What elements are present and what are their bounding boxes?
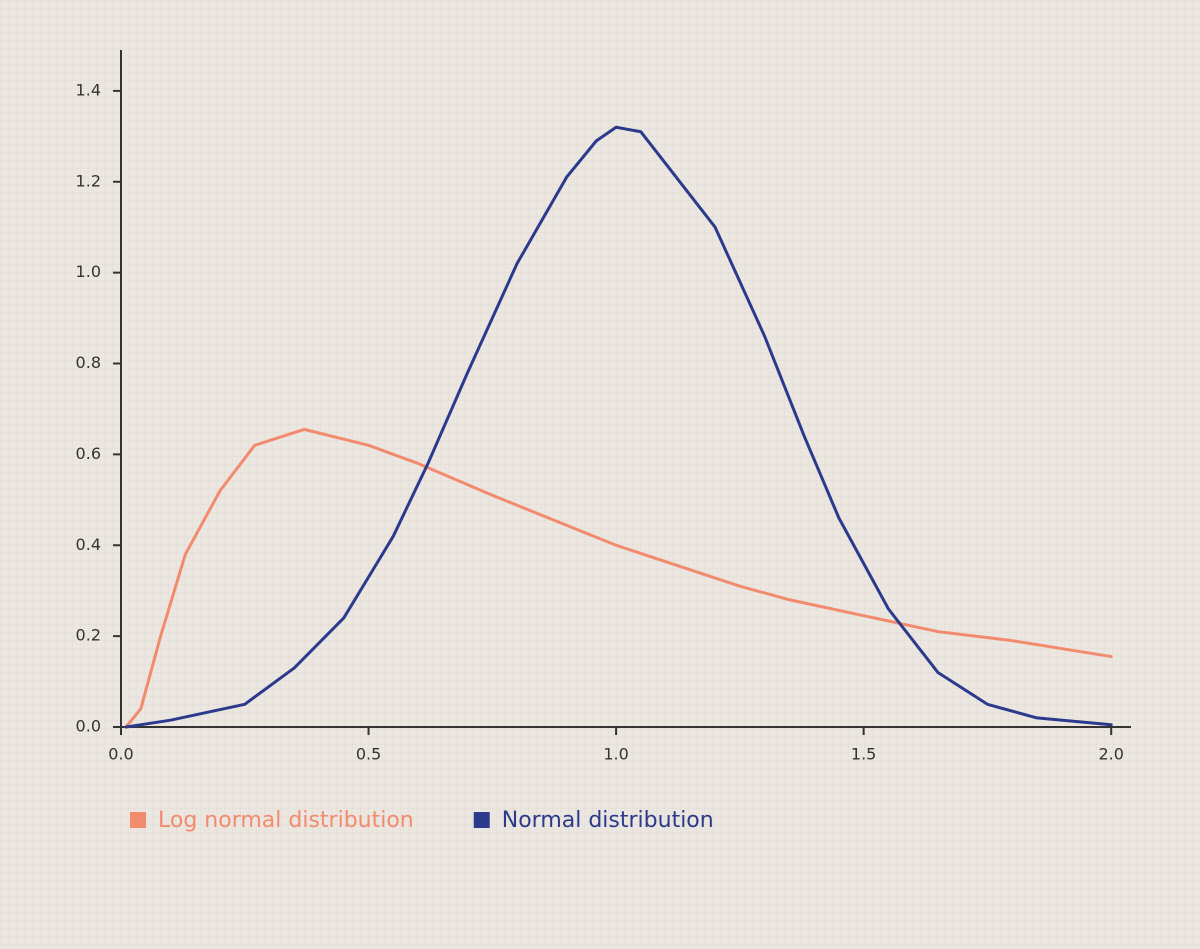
legend-swatch [130,812,146,828]
line-series [124,125,1113,729]
y-tick-label: 1.0 [76,262,101,281]
y-tick-label: 0.6 [76,444,101,463]
y-tick-label: 1.4 [76,80,101,99]
legend-swatch [473,812,490,828]
x-tick-label: 2.0 [1098,745,1123,764]
x-tick-label: 1.0 [603,745,628,764]
legend-label: Log normal distribution [158,808,414,833]
x-tick-label: 1.5 [851,745,876,764]
x-tick-label: 0.5 [356,745,381,764]
line-series [124,427,1113,729]
y-tick-label: 1.2 [76,171,101,190]
y-tick-label: 0.0 [76,717,101,736]
y-tick-label: 0.2 [76,626,101,645]
legend-label: Normal distribution [502,808,714,833]
x-tick-label: 0.0 [108,745,133,764]
y-tick-label: 0.4 [76,535,101,554]
y-tick-label: 0.8 [76,353,101,372]
